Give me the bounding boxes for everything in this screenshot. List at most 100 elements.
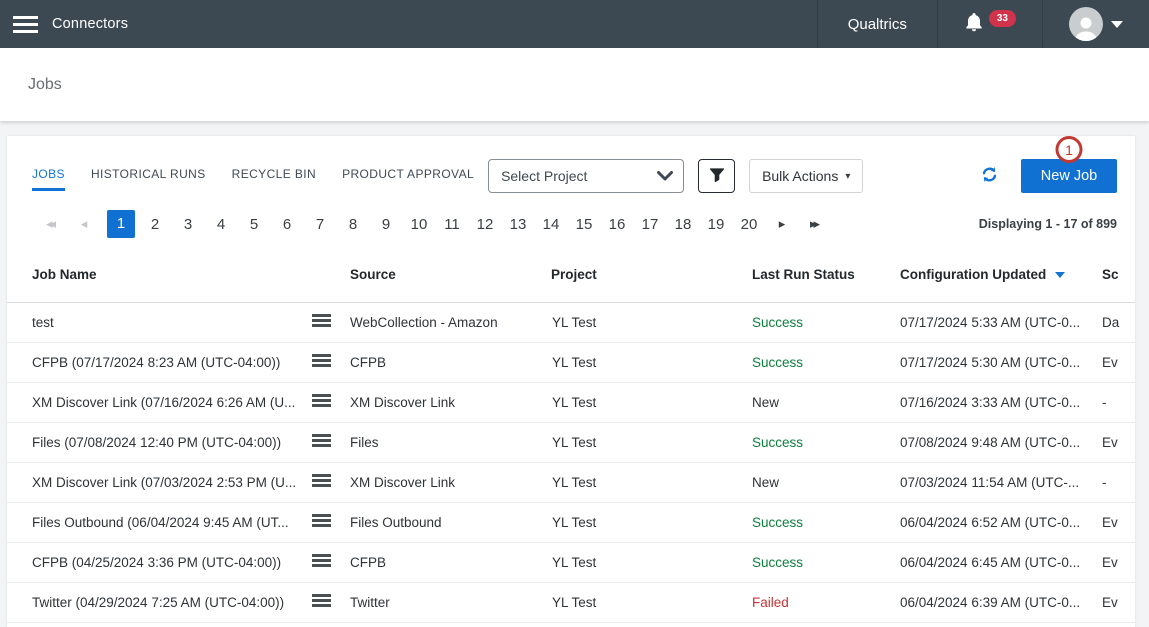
project-select[interactable]: Select Project (488, 159, 684, 193)
config-updated-cell: 06/04/2024 6:45 AM (UTC-0... (893, 542, 1095, 582)
schedule-cell: Ev (1095, 582, 1135, 622)
row-actions-cell (305, 422, 343, 462)
project-cell: YL Test (544, 462, 745, 502)
row-actions-cell (305, 342, 343, 382)
row-menu-icon[interactable] (312, 354, 331, 367)
project-cell: YL Test (544, 542, 745, 582)
row-actions-cell (305, 542, 343, 582)
status-cell: New (745, 462, 893, 502)
table-row[interactable]: test WebCollection - Amazon YL Test Succ… (7, 302, 1135, 342)
source-cell: Twitter (343, 582, 544, 622)
row-menu-icon[interactable] (312, 554, 331, 567)
schedule-cell: - (1095, 382, 1135, 422)
source-cell: WebCollection - Amazon (343, 302, 544, 342)
status-cell: Failed (745, 582, 893, 622)
account-menu[interactable] (1042, 0, 1149, 48)
config-updated-cell: 07/17/2024 5:30 AM (UTC-0... (893, 342, 1095, 382)
row-menu-icon[interactable] (312, 434, 331, 447)
row-menu-icon[interactable] (312, 474, 331, 487)
nav-menu-button[interactable] (0, 0, 50, 48)
page-button-11[interactable]: 11 (442, 216, 462, 233)
page-button-1[interactable]: 1 (107, 210, 135, 238)
table-row[interactable]: Files Outbound (06/04/2024 9:45 AM (UT..… (7, 502, 1135, 542)
table-row[interactable]: CFPB (04/25/2024 3:36 PM (UTC-04:00)) CF… (7, 542, 1135, 582)
source-cell: XM Discover Link (343, 462, 544, 502)
column-header-job-name[interactable]: Job Name (7, 248, 305, 302)
first-page-icon[interactable]: ◂◂ (41, 216, 61, 232)
page-button-3[interactable]: 3 (178, 216, 198, 233)
column-header-project[interactable]: Project (544, 248, 745, 302)
tab-historical-runs[interactable]: HISTORICAL RUNS (91, 161, 206, 191)
page-button-14[interactable]: 14 (541, 216, 561, 233)
page-button-16[interactable]: 16 (607, 216, 627, 233)
brand-label: Qualtrics (848, 16, 907, 33)
status-cell: Success (745, 542, 893, 582)
funnel-icon (708, 166, 726, 187)
next-page-icon[interactable]: ▸ (772, 216, 792, 232)
row-actions-cell (305, 462, 343, 502)
schedule-cell: Ev (1095, 502, 1135, 542)
page-button-15[interactable]: 15 (574, 216, 594, 233)
column-header-config-updated[interactable]: Configuration Updated (893, 248, 1095, 302)
column-header-status[interactable]: Last Run Status (745, 248, 893, 302)
refresh-icon (980, 165, 999, 187)
page-button-2[interactable]: 2 (145, 216, 165, 233)
page-button-17[interactable]: 17 (640, 216, 660, 233)
job-name-cell: CFPB (04/25/2024 3:36 PM (UTC-04:00)) (7, 542, 305, 582)
column-header-source[interactable]: Source (343, 248, 544, 302)
table-row[interactable]: XM Discover Link (07/03/2024 2:53 PM (U.… (7, 462, 1135, 502)
caret-down-icon: ▾ (845, 171, 850, 182)
job-name-cell: XM Discover Link (07/16/2024 6:26 AM (U.… (7, 382, 305, 422)
row-menu-icon[interactable] (312, 394, 331, 407)
page-button-4[interactable]: 4 (211, 216, 231, 233)
row-actions-cell (305, 382, 343, 422)
page-button-6[interactable]: 6 (277, 216, 297, 233)
page-button-8[interactable]: 8 (343, 216, 363, 233)
page-button-5[interactable]: 5 (244, 216, 264, 233)
filter-button[interactable] (698, 159, 735, 193)
prev-page-icon[interactable]: ◂ (74, 216, 94, 232)
page-title: Jobs (28, 76, 62, 94)
row-menu-icon[interactable] (312, 594, 331, 607)
page-button-20[interactable]: 20 (739, 216, 759, 233)
notifications-button[interactable]: 33 (937, 0, 1042, 48)
job-name-cell: XM Discover Link (07/03/2024 2:53 PM (U.… (7, 462, 305, 502)
brand-menu[interactable]: Qualtrics (817, 0, 937, 48)
table-row[interactable]: CFPB (07/17/2024 8:23 AM (UTC-04:00)) CF… (7, 342, 1135, 382)
project-cell: YL Test (544, 422, 745, 462)
page-button-13[interactable]: 13 (508, 216, 528, 233)
page-header: Jobs (0, 48, 1149, 121)
row-menu-icon[interactable] (312, 514, 331, 527)
bell-icon (964, 11, 984, 38)
app-title: Connectors (52, 0, 128, 48)
page-button-19[interactable]: 19 (706, 216, 726, 233)
pagination: ◂◂ ◂ 1 2 3 4 5 6 7 8 9 10 11 12 13 14 15… (7, 193, 1135, 248)
status-cell: Success (745, 302, 893, 342)
status-cell: New (745, 382, 893, 422)
job-name-cell: CFPB (07/17/2024 8:23 AM (UTC-04:00)) (7, 342, 305, 382)
page-button-18[interactable]: 18 (673, 216, 693, 233)
table-row[interactable]: Files (07/08/2024 12:40 PM (UTC-04:00)) … (7, 422, 1135, 462)
page-button-12[interactable]: 12 (475, 216, 495, 233)
page-button-7[interactable]: 7 (310, 216, 330, 233)
row-menu-icon[interactable] (312, 314, 331, 327)
schedule-cell: Ev (1095, 342, 1135, 382)
row-actions-cell (305, 302, 343, 342)
source-cell: Files (343, 422, 544, 462)
job-name-cell: Files Outbound (06/04/2024 9:45 AM (UT..… (7, 502, 305, 542)
tab-recycle-bin[interactable]: RECYCLE BIN (232, 161, 316, 191)
tab-jobs[interactable]: JOBS (32, 161, 65, 191)
bulk-actions-button[interactable]: Bulk Actions ▾ (749, 159, 863, 193)
refresh-button[interactable] (980, 165, 999, 187)
column-header-schedule[interactable]: Sc (1095, 248, 1135, 302)
table-row[interactable]: Twitter (04/29/2024 7:25 AM (UTC-04:00))… (7, 582, 1135, 622)
job-name-cell: Twitter (04/29/2024 7:25 AM (UTC-04:00)) (7, 582, 305, 622)
last-page-icon[interactable]: ▸▸ (805, 216, 825, 232)
new-job-button[interactable]: New Job (1021, 159, 1117, 193)
tab-product-approval[interactable]: PRODUCT APPROVAL (342, 161, 474, 191)
toolbar: JOBS HISTORICAL RUNS RECYCLE BIN PRODUCT… (7, 136, 1135, 193)
table-row[interactable]: XM Discover Link (07/16/2024 6:26 AM (U.… (7, 382, 1135, 422)
page-button-10[interactable]: 10 (409, 216, 429, 233)
page-button-9[interactable]: 9 (376, 216, 396, 233)
chevron-down-icon (1111, 21, 1123, 28)
